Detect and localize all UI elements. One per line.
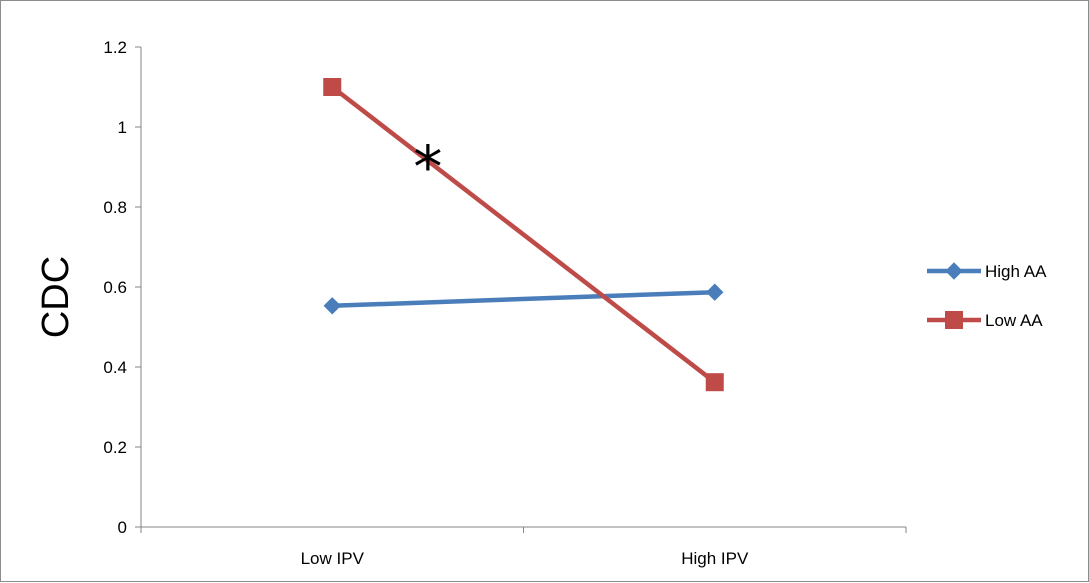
- y-tick-label: 1.2: [103, 38, 127, 57]
- legend-label: Low AA: [985, 311, 1043, 330]
- y-axis-title: CDC: [35, 256, 77, 338]
- series-line: [332, 289, 715, 309]
- data-point: [706, 283, 724, 301]
- annotation-layer: *: [413, 133, 442, 201]
- y-tick-label: 0.2: [103, 438, 127, 457]
- series-1: [323, 283, 724, 315]
- y-tick-label: 0: [118, 518, 127, 537]
- y-tick-label: 0.8: [103, 198, 127, 217]
- series-line: [330, 85, 717, 384]
- legend-item: Low AA: [927, 311, 1043, 330]
- legend-marker: [945, 311, 963, 329]
- y-tick-label: 0.4: [103, 358, 127, 377]
- legend-item: High AA: [927, 262, 1047, 281]
- legend: High AA Low AA: [927, 262, 1047, 330]
- legend-marker: [945, 262, 963, 280]
- data-point: [323, 297, 341, 315]
- y-axis: 0 0.2 0.4 0.6 0.8 1 1.2: [103, 38, 142, 537]
- significance-annotation: *: [413, 133, 442, 201]
- y-tick-label: 0.6: [103, 278, 127, 297]
- data-point: [323, 78, 342, 96]
- legend-label: High AA: [985, 262, 1047, 281]
- data-point: [705, 373, 724, 392]
- series-2: [323, 78, 724, 392]
- x-tick-label: Low IPV: [301, 549, 365, 568]
- y-tick-label: 1: [118, 118, 127, 137]
- x-tick-label: High IPV: [681, 549, 749, 568]
- series-layer: [323, 78, 724, 392]
- x-axis: Low IPV High IPV: [140, 526, 907, 568]
